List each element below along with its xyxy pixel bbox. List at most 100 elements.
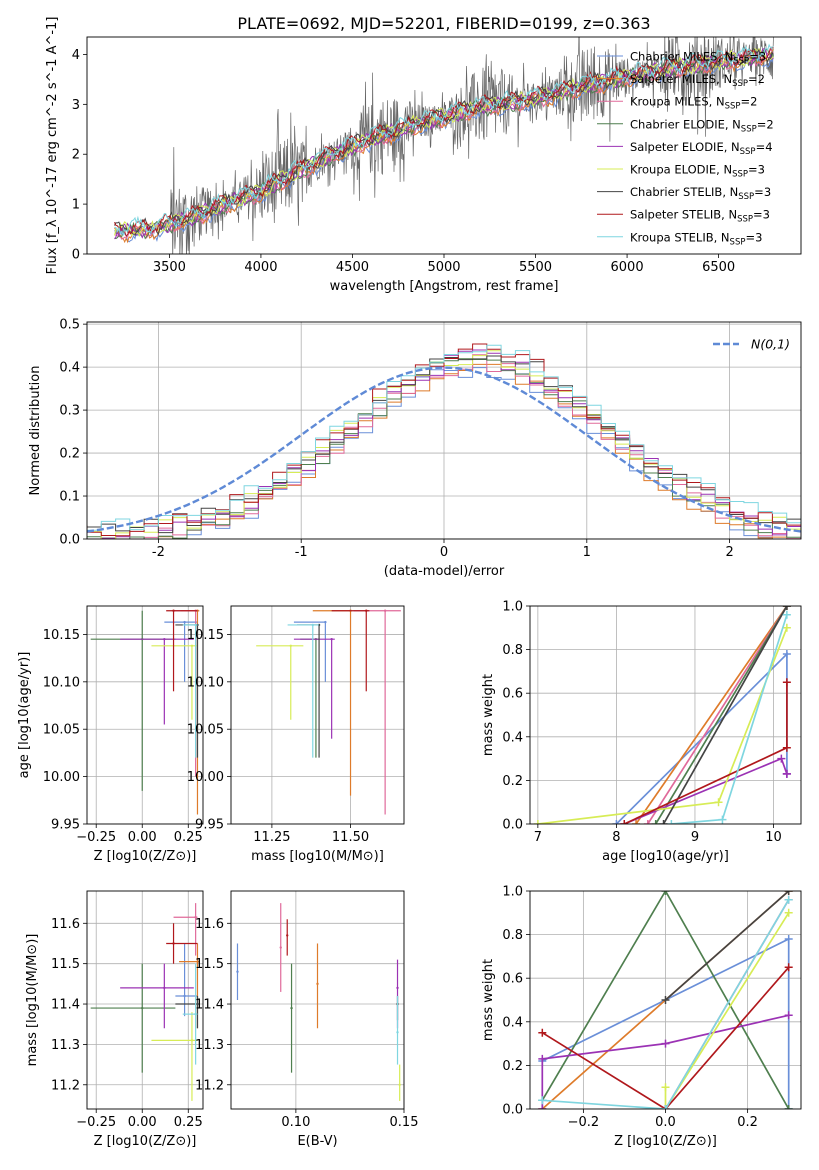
legend-sub: SSP bbox=[725, 102, 741, 112]
weight-marker bbox=[784, 891, 793, 895]
figure-title: PLATE=0692, MJD=52201, FIBERID=0199, z=0… bbox=[237, 14, 650, 33]
y-tick-label: 11.5 bbox=[195, 957, 224, 972]
y-tick-label: 0.0 bbox=[59, 533, 80, 548]
point-krou_miles bbox=[279, 946, 282, 949]
x-axis-label: wavelength [Angstrom, rest frame] bbox=[330, 279, 559, 294]
legend-n: 2 bbox=[750, 95, 757, 109]
legend-name: Chabrier MILES bbox=[630, 50, 717, 64]
legend-name: Chabrier ELODIE bbox=[630, 117, 725, 131]
weight-line-chab_elodie bbox=[654, 606, 788, 824]
x-tick-label: 0.0 bbox=[655, 1115, 676, 1130]
weight-marker bbox=[538, 1028, 547, 1037]
weight-line-salp_elodie bbox=[541, 1014, 789, 1109]
x-axis-label: E(B-V) bbox=[297, 1134, 337, 1149]
y-axis-label: Flux [f_λ 10^-17 erg cm^-2 s^-1 A^-1] bbox=[45, 17, 60, 275]
point-krou_stelib bbox=[194, 1012, 197, 1016]
point-krou_elodie bbox=[289, 644, 292, 648]
point-krou_elodie bbox=[190, 1039, 194, 1042]
y-tick-label: 11.4 bbox=[195, 998, 224, 1013]
y-tick-label: 10.00 bbox=[43, 770, 80, 785]
y-tick-label: 0.8 bbox=[502, 928, 523, 943]
legend-sub: SSP bbox=[732, 170, 748, 180]
legend-entry: Chabrier STELIB, NSSP=3 bbox=[630, 185, 771, 202]
y-axis-label: Normed distribution bbox=[28, 366, 43, 496]
y-tick-label: 0.2 bbox=[59, 447, 80, 462]
weight-marker bbox=[782, 678, 791, 687]
point-chab_miles bbox=[183, 994, 186, 998]
point-salp_elodie bbox=[396, 986, 399, 990]
weight-marker bbox=[661, 996, 670, 1004]
y-tick-label: 10.05 bbox=[187, 723, 224, 738]
x-axis-label: mass [log10(M/M⊙)] bbox=[251, 849, 384, 864]
x-tick-label: 11.25 bbox=[253, 830, 290, 845]
weight-line-salp_miles bbox=[635, 606, 788, 824]
y-tick-label: 3 bbox=[72, 98, 80, 113]
x-tick-label: 10 bbox=[765, 830, 782, 845]
histogram-krou_stelib bbox=[87, 344, 801, 532]
legend-eq: = bbox=[757, 117, 767, 131]
x-tick-label: 2 bbox=[725, 545, 733, 560]
legend-sep: , N bbox=[714, 230, 730, 244]
point-chab_elodie bbox=[290, 1006, 293, 1010]
normal-curve bbox=[87, 366, 801, 533]
panel-mass_vs_ebv: 0.10 0.15 11.2 11.3 11.4 11.5 11.6 E(B-V) bbox=[195, 890, 419, 1149]
x-tick-label: 3500 bbox=[153, 260, 186, 275]
panel-age_vs_mass: 11.25 11.50 9.95 10.00 10.05 10.10 10.15 mass [… bbox=[187, 605, 405, 864]
x-tick-label: 0.15 bbox=[390, 1115, 419, 1130]
weight-marker bbox=[784, 1011, 793, 1020]
y-tick-label: 9.95 bbox=[195, 818, 224, 833]
y-tick-label: 11.6 bbox=[195, 917, 224, 932]
legend-sub: SSP bbox=[738, 192, 754, 202]
residuals-plot-area bbox=[87, 322, 801, 539]
weight_vs_age-plot-area bbox=[530, 606, 801, 824]
weight_vs_Z-plot-area bbox=[530, 891, 801, 1109]
y-tick-label: 0.3 bbox=[59, 404, 80, 419]
legend-name: Salpeter MILES bbox=[630, 72, 716, 86]
y-tick-label: 0.5 bbox=[59, 318, 80, 333]
y-tick-label: 0.8 bbox=[502, 643, 523, 658]
x-tick-label: 0 bbox=[440, 545, 448, 560]
weight-marker bbox=[667, 820, 676, 824]
spectrum-frame bbox=[86, 36, 802, 255]
mass_vs_ebv-plot-area bbox=[231, 891, 404, 1109]
legend-sub: SSP bbox=[730, 237, 746, 247]
weight-marker bbox=[782, 606, 791, 610]
y-tick-label: 0.2 bbox=[502, 1059, 523, 1074]
legend-sub: SSP bbox=[732, 79, 748, 89]
weight-marker bbox=[661, 1105, 670, 1109]
weight_vs_age-frame bbox=[529, 605, 802, 825]
panel-age_vs_Z: −0.25 0.00 0.25 9.95 10.00 10.05 10.10 10.15 Z [… bbox=[17, 605, 204, 864]
y-tick-label: 11.6 bbox=[51, 917, 80, 932]
legend-eq: = bbox=[745, 230, 755, 244]
x-tick-label: 7 bbox=[534, 830, 542, 845]
legend-n: 3 bbox=[759, 50, 766, 64]
legend-eq: = bbox=[749, 50, 759, 64]
weight-marker bbox=[538, 1096, 547, 1105]
legend-sub: SSP bbox=[741, 124, 757, 134]
y-tick-label: 2 bbox=[72, 148, 80, 163]
legend-sep: , N bbox=[716, 72, 732, 86]
x-tick-label: 0.00 bbox=[128, 1115, 157, 1130]
y-axis-label: mass weight bbox=[481, 674, 496, 756]
weight-marker bbox=[612, 820, 621, 824]
weight-marker bbox=[659, 820, 668, 824]
legend-name: Chabrier STELIB bbox=[630, 185, 722, 199]
y-tick-label: 9.95 bbox=[51, 818, 80, 833]
y-tick-label: 1.0 bbox=[502, 885, 523, 900]
weight-marker bbox=[538, 1054, 547, 1063]
point-chab_miles bbox=[183, 620, 186, 624]
legend-name: Salpeter STELIB bbox=[630, 208, 721, 222]
legend-sep: , N bbox=[716, 163, 732, 177]
legend-sep: , N bbox=[721, 208, 737, 222]
y-tick-label: 11.4 bbox=[51, 998, 80, 1013]
y-axis-label: mass [log10(M/M⊙)] bbox=[25, 934, 40, 1067]
point-salp_stelib bbox=[172, 609, 175, 612]
weight-marker bbox=[651, 820, 660, 824]
legend-sep: , N bbox=[725, 117, 741, 131]
legend-entry: Chabrier ELODIE, NSSP=2 bbox=[630, 117, 774, 134]
x-tick-label: 4500 bbox=[336, 260, 369, 275]
point-salp_elodie bbox=[330, 637, 333, 641]
weight-marker bbox=[620, 820, 629, 824]
legend-entry: Salpeter MILES, NSSP=2 bbox=[630, 72, 765, 89]
x-tick-label: 9 bbox=[691, 830, 699, 845]
